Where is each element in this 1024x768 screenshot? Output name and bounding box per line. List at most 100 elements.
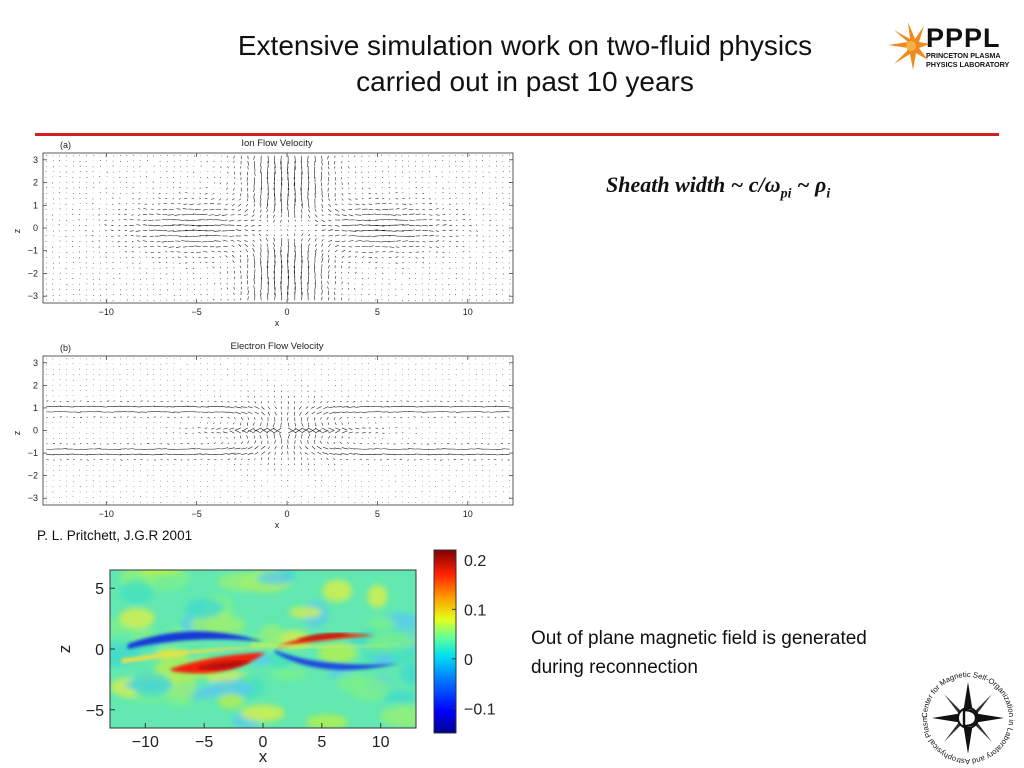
flow-vector [251,214,255,217]
flow-vector [482,219,484,221]
flow-vector [172,182,175,184]
flow-vector [449,235,453,238]
flow-vector [147,454,155,456]
flow-vector [334,469,336,471]
flow-vector [321,243,324,247]
flow-vector [167,406,175,408]
flow-vector [206,437,208,439]
flow-vector [314,251,317,258]
flow-vector [415,192,418,195]
flow-vector [348,187,350,189]
flow-vector [244,209,248,213]
flow-vector [293,266,296,274]
flow-vector [326,417,329,420]
flow-vector [448,181,450,183]
flow-vector [368,203,372,205]
flow-vector [287,427,297,434]
flow-vector [99,421,101,423]
flow-vector [422,257,425,259]
flow-vector [139,480,141,482]
flow-vector [221,214,228,216]
flow-vector [355,485,356,487]
flow-vector [230,214,235,216]
positive-field-region [171,652,266,674]
flow-vector [449,165,451,167]
flow-vector [388,203,392,205]
flow-vector [435,501,437,503]
flow-vector [447,400,450,403]
flow-vector [220,416,223,419]
flow-vector [234,452,241,455]
flow-vector [234,411,241,415]
flow-vector [294,219,296,222]
flow-vector [190,251,195,254]
x-tick-label: 0 [259,734,268,751]
flow-vector [99,374,101,376]
flow-vector [260,417,263,421]
flow-vector [495,245,497,247]
flow-vector [237,209,242,212]
flow-vector [334,447,342,450]
flow-vector [124,208,128,211]
flow-vector [474,442,477,445]
flow-vector [317,451,322,455]
flow-vector [239,259,242,263]
flow-vector [253,155,255,160]
flow-vector [206,293,208,296]
flow-vector [152,187,154,189]
flow-vector [287,428,297,434]
flow-vector [322,446,329,450]
flow-vector [150,251,154,254]
flow-vector [348,235,356,237]
flow-vector [422,208,425,211]
flow-vector [354,369,356,371]
flow-vector [167,214,174,216]
flow-vector [143,208,148,210]
flow-vector [242,427,248,432]
flow-vector [316,445,322,450]
flow-vector [348,411,356,413]
flow-vector [329,411,336,415]
flow-vector [328,209,332,212]
flow-vector [138,198,141,200]
flow-vector [120,411,127,413]
flow-vector [329,453,336,455]
flow-vector [482,272,484,274]
flow-vector [287,445,289,450]
flow-vector [231,251,235,253]
flow-vector [373,416,376,419]
flow-vector [65,267,67,270]
flow-vector [307,214,311,219]
flow-vector [301,427,310,434]
flow-vector [120,496,121,498]
flow-vector [119,160,121,162]
flow-vector [373,442,376,445]
flow-vector [489,181,491,183]
y-tick-label: −3 [28,291,38,301]
flow-vector [52,491,54,493]
flow-vector [140,416,142,418]
flow-vector [402,224,409,226]
flow-vector [482,240,485,242]
flow-vector [99,389,101,391]
flow-vector [335,214,340,216]
flow-vector [320,177,322,182]
flow-vector [407,294,410,296]
field-texture [257,572,294,585]
flow-vector [328,427,335,431]
negative-field-region [127,631,264,649]
flow-vector [253,278,255,285]
flow-vector [449,229,453,231]
flow-vector [294,251,297,258]
flow-vector [52,459,55,461]
flow-vector [105,256,107,258]
flow-vector [301,422,304,427]
flow-vector [361,203,366,206]
flow-vector [348,166,350,169]
flow-vector [509,283,511,285]
flow-vector [434,294,436,296]
flow-vector [123,218,127,221]
flow-vector [328,166,330,170]
x-tick-label: 5 [375,509,380,519]
